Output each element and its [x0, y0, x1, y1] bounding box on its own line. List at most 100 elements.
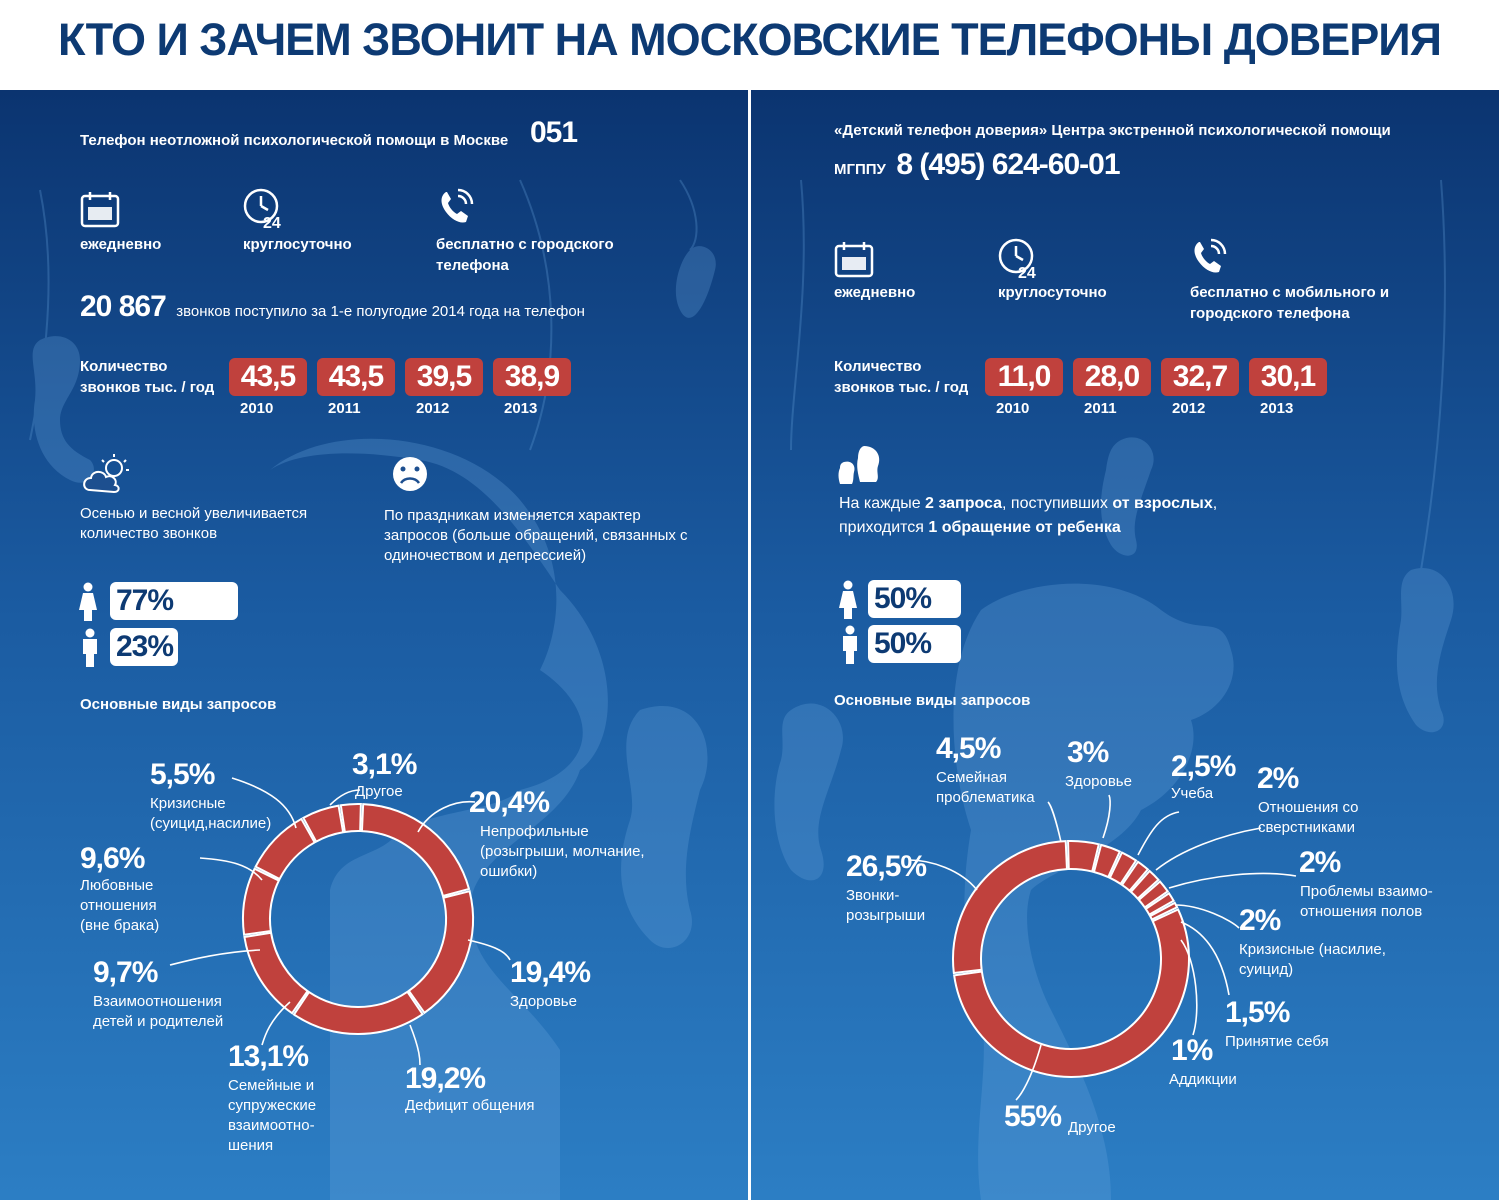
- year-value-2011: 28,0: [1073, 358, 1151, 396]
- clock-24-icon: 24: [998, 238, 1036, 280]
- year-label-2013: 2013: [1260, 400, 1294, 417]
- year-label-2013: 2013: [504, 400, 538, 417]
- male-percent: 23%: [116, 630, 174, 663]
- label-category: Здоровье: [1065, 773, 1132, 790]
- donut-slice: [254, 817, 316, 881]
- label-value: 1,5%: [1225, 996, 1290, 1029]
- male-percent-bar: 23%: [110, 628, 178, 666]
- donut-slice: [1120, 860, 1150, 893]
- calls-per-year-label: Количество звонков тыс. / год: [80, 358, 215, 396]
- donut-slice: [243, 931, 309, 1015]
- feature-24h: круглосуточно: [998, 284, 1107, 301]
- label-category: Аддикции: [1169, 1071, 1237, 1088]
- leader-line: [1137, 811, 1180, 856]
- label-category: Другое: [355, 783, 403, 800]
- panel-divider: [748, 90, 751, 1200]
- female-percent-bar: 50%: [868, 580, 961, 618]
- year-label-2011: 2011: [328, 400, 361, 417]
- label-value: 55%: [1004, 1100, 1062, 1133]
- leader-line: [1155, 827, 1262, 871]
- year-label-2010: 2010: [240, 400, 274, 417]
- leader-line: [1174, 904, 1240, 929]
- clock-24-icon: 24: [243, 188, 281, 230]
- donut-slice: [1108, 851, 1138, 886]
- donut-slice: [360, 803, 471, 898]
- donut-slice: [292, 990, 424, 1035]
- donut-chart-right: [908, 794, 1297, 1101]
- leader-line: [1047, 801, 1062, 843]
- label-category: Любовные отношения (вне брака): [80, 877, 160, 934]
- feature-daily: ежедневно: [834, 284, 916, 301]
- male-percent-bar: 50%: [868, 625, 961, 663]
- label-value: 2%: [1239, 904, 1281, 937]
- requests-title: Основные виды запросов: [834, 692, 1031, 709]
- leader-line: [1102, 794, 1111, 839]
- year-value-2010: 43,5: [229, 358, 307, 396]
- label-value: 19,4%: [510, 956, 591, 989]
- leader-line: [1180, 939, 1198, 1036]
- donut-slice: [1092, 843, 1122, 879]
- year-value-2010: 11,0: [985, 358, 1063, 396]
- label-value: 9,7%: [93, 956, 158, 989]
- year-value-2012: 39,5: [405, 358, 483, 396]
- calls-count-text: звонков поступило за 1-е полугодие 2014 …: [176, 303, 585, 320]
- donut-slice: [952, 840, 1069, 975]
- leader-line: [417, 800, 476, 833]
- right-panel: «Детский телефон доверия» Центра экстрен…: [751, 90, 1499, 1200]
- phone-number: 8 (495) 624-60-01: [896, 148, 1120, 181]
- donut-slice: [1129, 869, 1160, 900]
- phone-icon: [1194, 238, 1227, 273]
- calls-per-year-label: Количество звонков тыс. / год: [834, 358, 969, 396]
- intro-text: «Детский телефон доверия» Центра экстрен…: [834, 122, 1391, 139]
- label-category: Семейные и супружеские взаимоотно-шения: [228, 1077, 317, 1154]
- year-label-2012: 2012: [1172, 400, 1206, 417]
- label-category: Дефицит общения: [405, 1097, 535, 1114]
- donut-slice: [407, 889, 474, 1015]
- weather-icon: [83, 454, 129, 494]
- calendar-icon: [834, 242, 874, 278]
- intro-text: Телефон неотложной психологической помощ…: [80, 132, 509, 149]
- label-value: 20,4%: [469, 786, 550, 819]
- female-percent-bar: 77%: [110, 582, 238, 620]
- label-value: 19,2%: [405, 1062, 486, 1095]
- leader-line: [329, 789, 361, 806]
- year-value-2012: 32,7: [1161, 358, 1239, 396]
- feature-free: бесплатно с мобильного и городского теле…: [1190, 284, 1390, 322]
- leader-line: [261, 1001, 291, 1046]
- label-value: 3%: [1067, 736, 1109, 769]
- left-panel: Телефон неотложной психологической помощ…: [0, 90, 748, 1200]
- year-label-2010: 2010: [996, 400, 1030, 417]
- label-value: 4,5%: [936, 732, 1001, 765]
- female-icon: [839, 580, 857, 619]
- label-category: Непрофильные (розыгрыши, молчание, ошибк…: [480, 823, 645, 880]
- svg-text:24: 24: [1018, 265, 1036, 280]
- svg-text:24: 24: [263, 215, 281, 230]
- leader-line: [1168, 872, 1297, 889]
- calls-count-row: 20 867 звонков поступило за 1-е полугоди…: [80, 290, 585, 324]
- year-value-2013: 30,1: [1249, 358, 1327, 396]
- ratio-note: На каждые 2 запроса, поступивших от взро…: [839, 495, 1218, 536]
- female-icon: [79, 582, 97, 621]
- feature-24h: круглосуточно: [243, 236, 352, 253]
- label-value: 2%: [1299, 846, 1341, 879]
- leader-line: [1015, 1044, 1042, 1101]
- header: КТО И ЗАЧЕМ ЗВОНИТ НА МОСКОВСКИЕ ТЕЛЕФОН…: [0, 0, 1499, 90]
- page-title: КТО И ЗАЧЕМ ЗВОНИТ НА МОСКОВСКИЕ ТЕЛЕФОН…: [58, 14, 1442, 65]
- donut-slice: [1144, 891, 1175, 916]
- leader-line: [409, 1024, 421, 1066]
- leader-line: [908, 859, 978, 891]
- label-category: Другое: [1068, 1119, 1116, 1136]
- phone-row: МГППУ 8 (495) 624-60-01: [834, 148, 1121, 182]
- year-value-2011: 43,5: [317, 358, 395, 396]
- donut-slice: [242, 867, 281, 936]
- female-percent: 50%: [874, 582, 932, 615]
- leader-line: [199, 857, 263, 881]
- male-icon: [83, 628, 97, 667]
- label-category: Проблемы взаимо-отношения полов: [1300, 883, 1433, 920]
- label-value: 2%: [1257, 762, 1299, 795]
- female-percent: 77%: [116, 584, 174, 617]
- org-name: МГППУ: [834, 161, 886, 178]
- donut-slice: [1137, 880, 1170, 909]
- label-category: Взаимоотношения детей и родителей: [93, 993, 224, 1030]
- label-category: Кризисные (насилие, суицид): [1239, 941, 1386, 978]
